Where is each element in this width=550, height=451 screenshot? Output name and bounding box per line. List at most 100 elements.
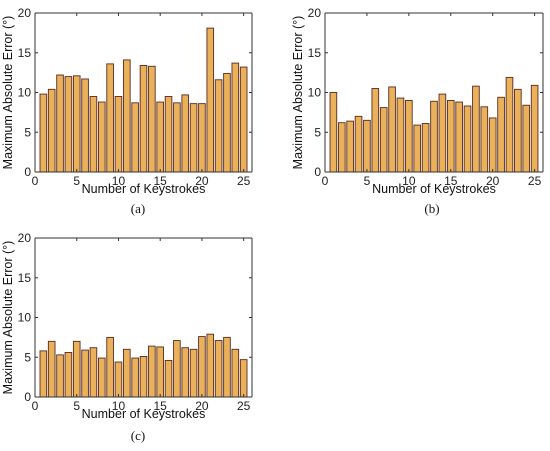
x-tick-label: 20 (195, 174, 209, 188)
panel-caption: (a) (131, 201, 145, 216)
y-tick-label: 10 (308, 86, 322, 100)
x-axis-title: Number of Keystrokes (372, 182, 496, 196)
bar (363, 119, 371, 173)
y-tick-label: 15 (18, 271, 32, 285)
y-tick-label: 15 (308, 46, 322, 60)
x-tick-label: 0 (32, 174, 39, 188)
y-tick-label: 10 (18, 311, 32, 325)
x-tick-label: 15 (154, 399, 168, 413)
bar (530, 84, 539, 173)
y-tick-label: 5 (24, 125, 31, 139)
bar (421, 123, 430, 173)
bar (497, 96, 505, 173)
y-axis-title: Maximum Absolute Error (°) (1, 16, 15, 170)
bar (463, 105, 472, 173)
bar (72, 75, 81, 173)
y-tick-label: 0 (24, 165, 31, 179)
x-tick-label: 5 (364, 174, 371, 188)
bar (64, 76, 73, 173)
bar (39, 93, 48, 173)
y-axis-title: Maximum Absolute Error (°) (291, 16, 305, 170)
bar (81, 78, 89, 173)
bar (47, 88, 56, 173)
bar (239, 359, 248, 398)
bar (198, 103, 206, 173)
bar (446, 99, 455, 173)
bar (123, 59, 131, 173)
bar (156, 346, 164, 398)
x-tick-label: 20 (195, 399, 209, 413)
bar (64, 352, 73, 398)
x-tick-label: 15 (444, 174, 458, 188)
bar (455, 101, 463, 173)
bar (148, 65, 156, 173)
bar (139, 65, 148, 173)
bar (214, 79, 223, 173)
x-tick-label: 10 (112, 399, 126, 413)
bar (231, 348, 240, 398)
bar (181, 347, 190, 398)
bar (97, 357, 106, 398)
bar (47, 340, 56, 398)
y-tick-label: 5 (24, 350, 31, 364)
bar (173, 102, 181, 173)
bar (488, 117, 497, 173)
x-tick-label: 15 (154, 174, 168, 188)
y-tick-label: 10 (18, 86, 32, 100)
bar (206, 27, 215, 173)
panel-caption: (c) (131, 428, 145, 443)
bar (81, 349, 89, 398)
bar (346, 120, 354, 173)
bar (114, 96, 123, 173)
bar (56, 74, 64, 173)
x-tick-label: 25 (237, 174, 251, 188)
y-tick-label: 20 (18, 6, 32, 20)
bar (472, 85, 480, 173)
x-tick-label: 10 (112, 174, 126, 188)
bar (106, 63, 114, 173)
bar (371, 88, 380, 173)
x-axis-title: Number of Keystrokes (82, 182, 206, 196)
y-tick-label: 0 (314, 165, 321, 179)
bar (438, 93, 447, 173)
bar (522, 104, 531, 173)
bar (206, 333, 215, 398)
y-tick-label: 0 (24, 390, 31, 404)
bar (430, 100, 438, 173)
bar (89, 96, 98, 173)
y-axis-title: Maximum Absolute Error (°) (1, 241, 15, 395)
bar (239, 66, 248, 173)
bar (405, 99, 413, 173)
bar (388, 86, 396, 173)
bar (189, 348, 198, 398)
bar (164, 359, 173, 398)
bar (223, 72, 231, 173)
x-tick-label: 20 (486, 174, 500, 188)
bar (148, 345, 156, 398)
bar (89, 347, 98, 398)
bar (97, 101, 106, 173)
y-tick-label: 20 (308, 6, 322, 20)
bar (72, 340, 81, 398)
x-tick-label: 0 (32, 399, 39, 413)
bar (413, 124, 422, 173)
bar (329, 92, 338, 173)
x-tick-label: 25 (237, 399, 251, 413)
bar (106, 336, 114, 398)
bar (198, 336, 206, 398)
bar (39, 350, 48, 398)
x-tick-label: 5 (73, 174, 80, 188)
bar (505, 76, 514, 173)
bar (56, 354, 64, 398)
bar (189, 103, 198, 173)
bar (379, 107, 388, 173)
x-tick-label: 0 (322, 174, 329, 188)
x-axis-title: Number of Keystrokes (82, 407, 206, 421)
bar (156, 101, 164, 173)
bar (396, 97, 405, 173)
bar (514, 88, 522, 173)
